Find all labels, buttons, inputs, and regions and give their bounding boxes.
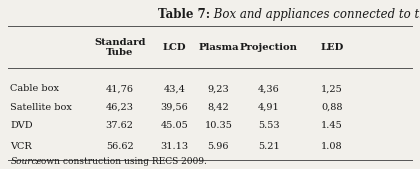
Text: 56.62: 56.62	[106, 142, 134, 151]
Text: 8,42: 8,42	[207, 103, 229, 112]
Text: 1.45: 1.45	[321, 121, 343, 130]
Text: Table 7:: Table 7:	[158, 8, 210, 21]
Text: 9,23: 9,23	[207, 84, 229, 93]
Text: 46,23: 46,23	[106, 103, 134, 112]
Text: 10.35: 10.35	[205, 121, 232, 130]
Text: 39,56: 39,56	[160, 103, 188, 112]
Text: 5.96: 5.96	[207, 142, 229, 151]
Text: 0,88: 0,88	[321, 103, 343, 112]
Text: 45.05: 45.05	[160, 121, 188, 130]
Text: Satellite box: Satellite box	[10, 103, 72, 112]
Text: 5.53: 5.53	[258, 121, 280, 130]
Text: Box and appliances connected to the television: Box and appliances connected to the tele…	[210, 8, 420, 21]
Text: VCR: VCR	[10, 142, 32, 151]
Text: LCD: LCD	[163, 43, 186, 52]
Text: Projection: Projection	[240, 43, 298, 52]
Text: DVD: DVD	[10, 121, 33, 130]
Text: Plasma: Plasma	[198, 43, 239, 52]
Text: 4,36: 4,36	[258, 84, 280, 93]
Text: 43,4: 43,4	[163, 84, 185, 93]
Text: 4,91: 4,91	[258, 103, 280, 112]
Text: 5.21: 5.21	[258, 142, 280, 151]
Text: Cable box: Cable box	[10, 84, 60, 93]
Text: 1.08: 1.08	[321, 142, 343, 151]
Text: LED: LED	[320, 43, 344, 52]
Text: 1,25: 1,25	[321, 84, 343, 93]
Text: Standard
Tube: Standard Tube	[94, 38, 145, 57]
Text: 31.13: 31.13	[160, 142, 188, 151]
Text: 37.62: 37.62	[106, 121, 134, 130]
Text: 41,76: 41,76	[106, 84, 134, 93]
Text: Source: Source	[10, 158, 42, 166]
Text: : own construction using RECS 2009.: : own construction using RECS 2009.	[35, 158, 207, 166]
